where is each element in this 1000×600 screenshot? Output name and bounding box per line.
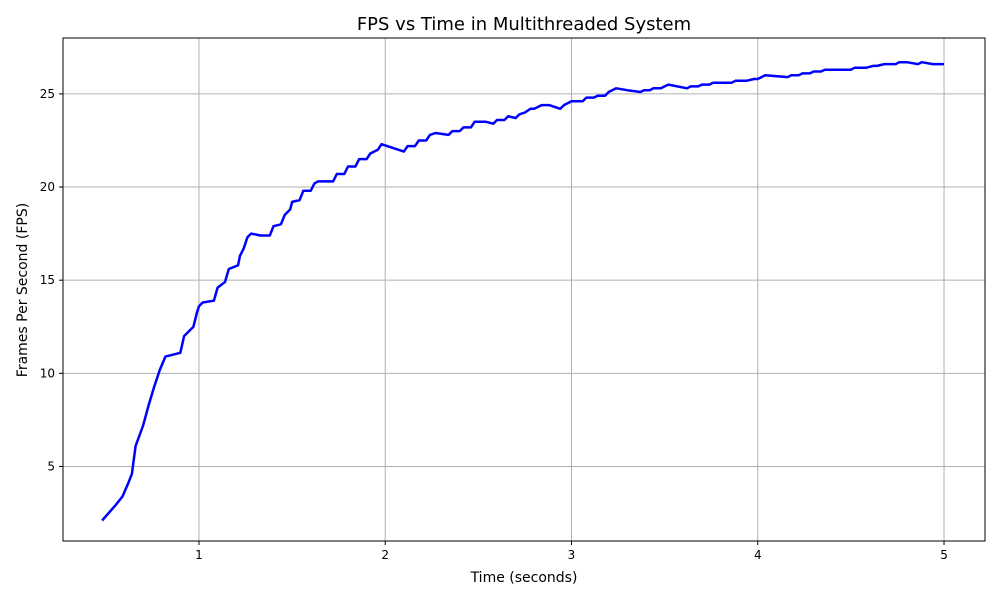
y-tick-label: 5 bbox=[47, 459, 55, 473]
series-group bbox=[101, 60, 944, 522]
chart-title: FPS vs Time in Multithreaded System bbox=[357, 14, 691, 35]
y-tick-label: 20 bbox=[40, 180, 55, 194]
x-tick-label: 2 bbox=[381, 548, 389, 562]
x-tick-label: 5 bbox=[940, 548, 948, 562]
x-tick-label: 1 bbox=[195, 548, 203, 562]
ticks: 1 2 3 4 5 5 10 15 20 25 bbox=[40, 87, 948, 562]
grid bbox=[63, 38, 985, 541]
plot-frame bbox=[62, 37, 986, 542]
y-tick-label: 10 bbox=[40, 366, 55, 380]
x-axis-label: Time (seconds) bbox=[470, 570, 578, 586]
x-tick-label: 3 bbox=[568, 548, 576, 562]
x-tick-label: 4 bbox=[754, 548, 762, 562]
fps-series-line bbox=[101, 60, 944, 522]
y-tick-label: 15 bbox=[40, 273, 55, 287]
y-axis-label: Frames Per Second (FPS) bbox=[15, 203, 31, 377]
y-tick-label: 25 bbox=[40, 87, 55, 101]
